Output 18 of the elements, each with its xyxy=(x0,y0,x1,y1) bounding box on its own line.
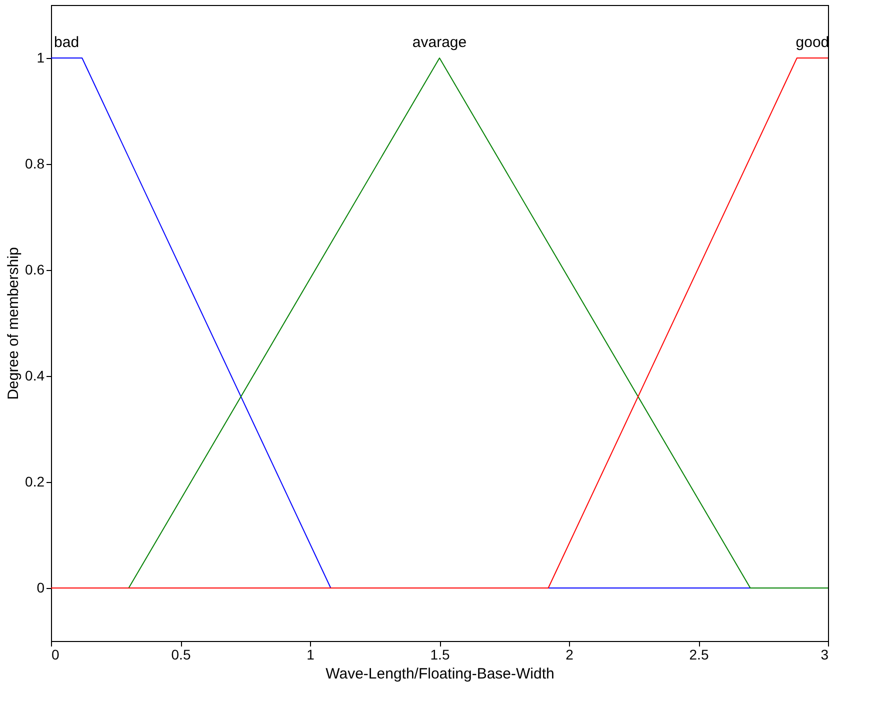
x-axis-title: Wave-Length/Floating-Base-Width xyxy=(326,666,554,682)
series-label: good xyxy=(796,34,830,51)
y-tick-label: 1 xyxy=(36,50,45,66)
y-tick-label: 0.2 xyxy=(25,474,45,490)
x-tick-label: 1 xyxy=(306,646,315,662)
x-tick-label: 2.5 xyxy=(689,646,709,662)
y-axis-title: Degree of membership xyxy=(5,247,22,400)
y-tick-label: 0.6 xyxy=(25,262,45,278)
y-tick-label: 0 xyxy=(36,580,45,596)
series-label: bad xyxy=(54,34,80,51)
x-tick-label: 3 xyxy=(820,646,829,662)
x-tick-label: 1.5 xyxy=(430,646,450,662)
x-tick-label: 2 xyxy=(566,646,574,662)
series-label: avarage xyxy=(412,34,467,51)
y-tick-label: 0.8 xyxy=(25,156,45,172)
x-tick-label: 0.5 xyxy=(171,646,191,662)
y-tick-label: 0.4 xyxy=(25,368,45,384)
x-tick-label: 0 xyxy=(52,646,60,662)
